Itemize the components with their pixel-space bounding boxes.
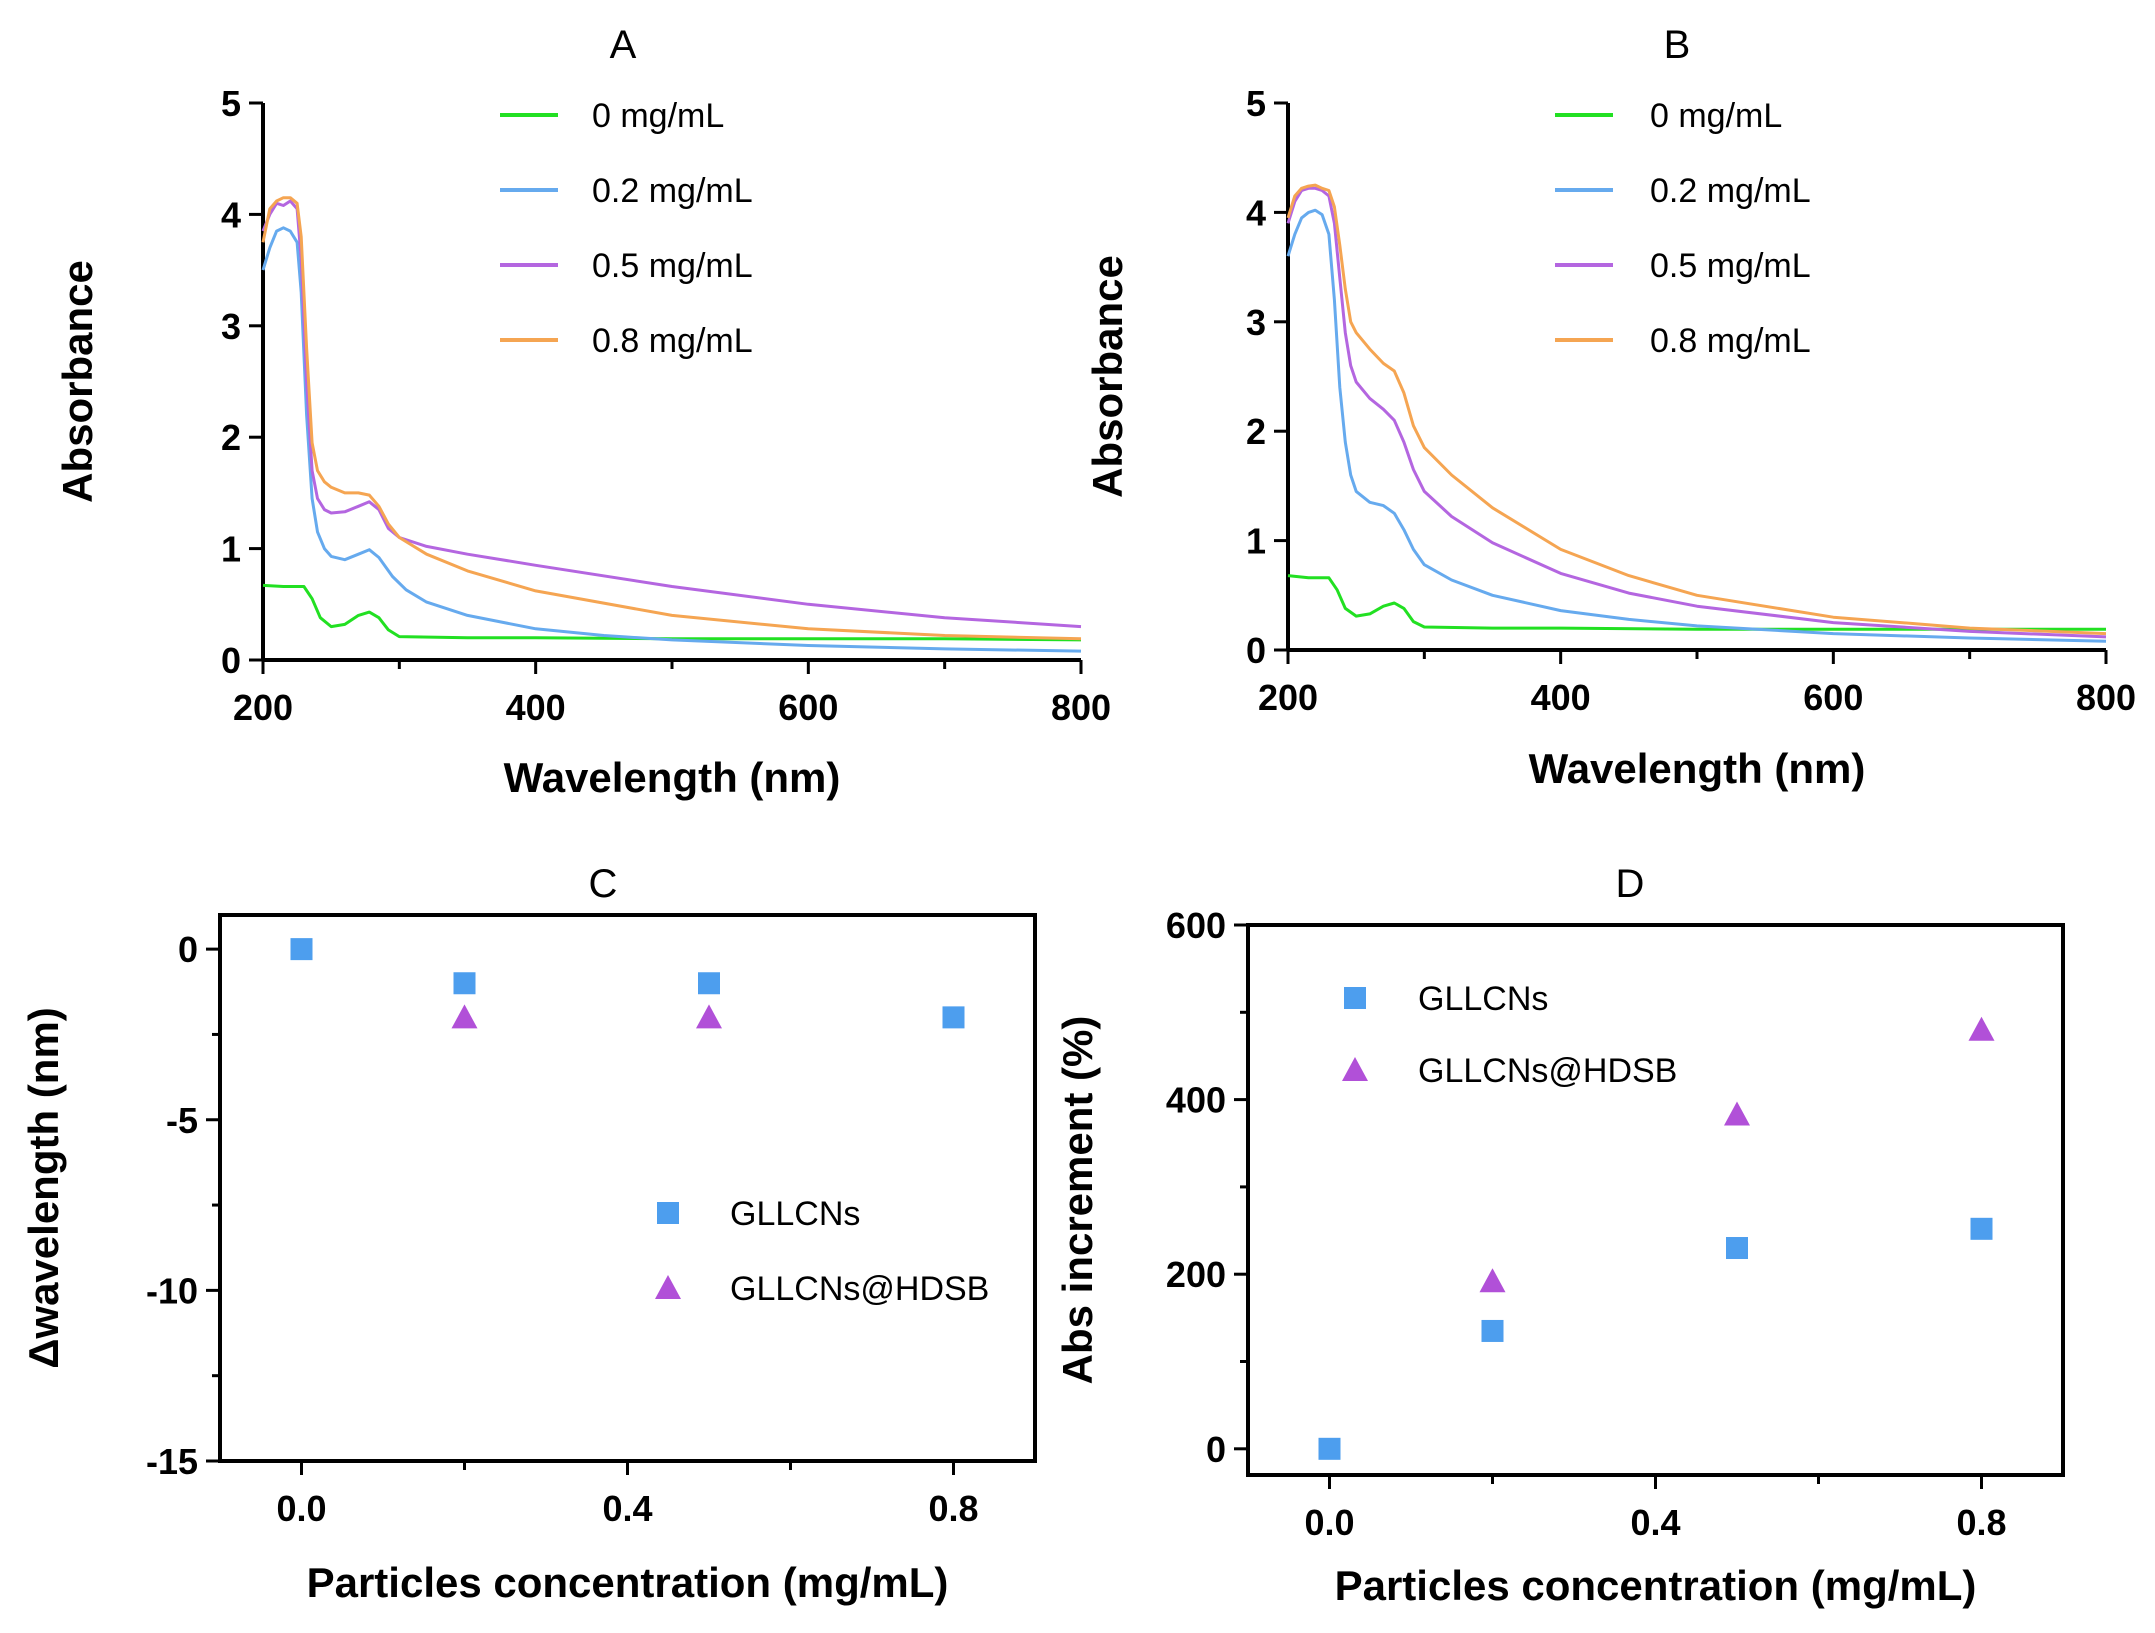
data-point	[451, 1004, 478, 1029]
y-tick-label: 2	[221, 417, 241, 458]
data-point	[1724, 1101, 1750, 1126]
legend-marker	[1342, 1057, 1368, 1082]
series-line-0	[262, 583, 1082, 642]
chart-panel-d: D 0 200 400 600 0.0 0.4 0.8 Particles concentrat…	[1054, 862, 2065, 1609]
data-point	[1726, 1237, 1748, 1260]
x-axis-title: Particles concentration (mg/mL)	[1335, 1562, 1977, 1609]
plot-frame	[1246, 923, 2065, 1477]
y-tick-label: 400	[1166, 1080, 1226, 1121]
data-point	[453, 972, 476, 995]
series-line-0	[1287, 574, 2106, 631]
panel-title: A	[610, 23, 637, 67]
y-tick-label: 1	[1246, 521, 1266, 562]
y-tick-label: 4	[1246, 192, 1266, 233]
x-tick-label: 400	[506, 687, 566, 728]
y-tick-label: 1	[221, 529, 241, 570]
y-tick-label: -15	[146, 1441, 198, 1482]
legend-label: GLLCNs	[1418, 980, 1548, 1018]
x-axis-title: Particles concentration (mg/mL)	[307, 1559, 949, 1606]
series-line-2	[1286, 186, 2107, 639]
legend-label: GLLCNs@HDSB	[730, 1270, 989, 1308]
x-tick-label: 200	[1258, 677, 1318, 718]
legend-label: 0.5 mg/mL	[592, 247, 753, 285]
y-tick-label: 0	[1246, 630, 1266, 671]
legend-label: GLLCNs@HDSB	[1418, 1052, 1677, 1090]
legend-label: 0.2 mg/mL	[592, 172, 753, 210]
x-tick-label: 0.4	[602, 1488, 652, 1529]
data-point	[1970, 1217, 1993, 1240]
x-tick-label: 600	[1803, 677, 1863, 718]
y-tick-label: 0	[221, 640, 241, 681]
y-axis-title: Absorbance	[1084, 255, 1131, 498]
legend-label: 0.5 mg/mL	[1650, 247, 1811, 285]
y-tick-label: 3	[1246, 302, 1266, 343]
x-tick-label: 800	[1051, 687, 1111, 728]
series-line-3	[1286, 183, 2107, 636]
plot-frame	[218, 913, 1037, 1463]
y-tick-label: 3	[221, 306, 241, 347]
y-tick-label: 0	[178, 929, 198, 970]
data-point	[696, 1004, 722, 1029]
y-tick-label: 0	[1206, 1429, 1226, 1470]
x-tick-label: 400	[1531, 677, 1591, 718]
y-tick-label: 200	[1166, 1254, 1226, 1295]
legend-label: 0 mg/mL	[1650, 97, 1782, 135]
panel-title: D	[1616, 862, 1645, 906]
x-tick-label: 600	[778, 687, 838, 728]
x-tick-label: 0.4	[1630, 1502, 1680, 1543]
y-tick-label: 5	[1246, 83, 1266, 124]
y-tick-label: 5	[221, 83, 241, 124]
series-line-1	[1286, 208, 2107, 643]
legend-label: GLLCNs	[730, 1195, 860, 1233]
series-line-2	[261, 199, 1082, 629]
y-tick-label: 2	[1246, 411, 1266, 452]
y-tick-label: 4	[221, 194, 241, 235]
x-tick-label: 0.0	[1304, 1502, 1354, 1543]
series-line-1	[261, 226, 1082, 653]
data-point	[1968, 1016, 1995, 1041]
x-tick-label: 0.0	[276, 1488, 326, 1529]
x-axis-title: Wavelength (nm)	[1529, 745, 1866, 792]
x-tick-label: 0.8	[928, 1488, 978, 1529]
panel-title: C	[589, 862, 618, 906]
chart-panel-c: C 0 -5 -10 -15 0.0 0.4 0.8 Particles concentrati…	[20, 862, 1037, 1606]
x-tick-label: 200	[233, 687, 293, 728]
legend-label: 0.2 mg/mL	[1650, 172, 1811, 210]
data-point	[290, 938, 313, 961]
y-tick-label: 600	[1166, 905, 1226, 946]
panel-title: B	[1664, 23, 1691, 67]
data-point	[942, 1006, 965, 1029]
legend-label: 0.8 mg/mL	[1650, 322, 1811, 360]
x-axis-title: Wavelength (nm)	[504, 754, 841, 801]
legend-label: 0 mg/mL	[592, 97, 724, 135]
y-tick-label: -5	[166, 1100, 198, 1141]
legend-marker	[655, 1275, 681, 1300]
x-tick-label: 800	[2076, 677, 2136, 718]
data-point	[1479, 1268, 1506, 1293]
legend-marker	[1344, 987, 1366, 1009]
data-point	[698, 972, 720, 995]
y-axis-title: Δwavelength (nm)	[20, 1007, 67, 1369]
series-line-3	[261, 196, 1082, 641]
chart-panel-b: B 0 1 2 3 4 5 200 400 600 800 Wavelength (nm) Absorb…	[1084, 23, 2136, 792]
y-tick-label: -10	[146, 1270, 198, 1311]
data-point	[1481, 1319, 1504, 1342]
data-point	[1318, 1437, 1341, 1460]
legend-marker	[657, 1202, 679, 1224]
chart-panel-a: A 0 1 2 3 4 5 200 400 600 800 Wavelength (nm) Absorb…	[54, 23, 1111, 801]
y-axis-title: Abs increment (%)	[1054, 1016, 1101, 1385]
legend-label: 0.8 mg/mL	[592, 322, 753, 360]
y-axis-title: Absorbance	[54, 260, 101, 503]
x-tick-label: 0.8	[1956, 1502, 2006, 1543]
